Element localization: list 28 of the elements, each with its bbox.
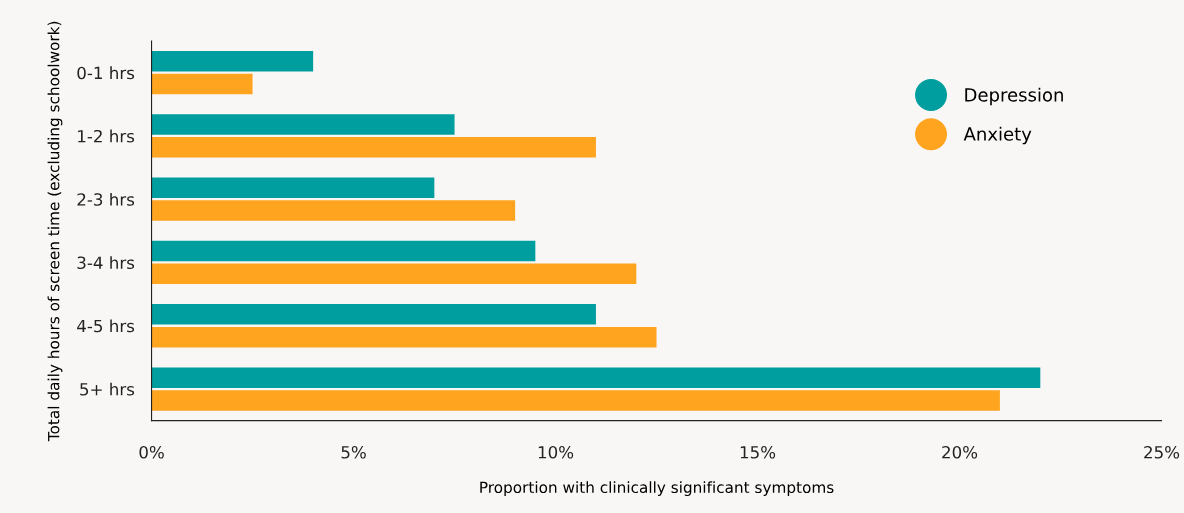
y-axis-title: Total daily hours of screen time (excluding schoolwork) — [47, 21, 63, 442]
bar — [151, 390, 1000, 411]
bar — [151, 51, 314, 72]
bar — [151, 177, 435, 199]
bar — [151, 200, 516, 221]
x-axis-title: Proportion with clinically significant symptoms — [480, 481, 834, 497]
bar — [151, 263, 637, 285]
x-tick-label: 10% — [538, 445, 574, 459]
legend-label: Depression — [965, 87, 1063, 106]
bar — [151, 326, 657, 348]
y-tick-label: 1-2 hrs — [78, 129, 135, 143]
bar — [151, 304, 596, 325]
legend-label: Anxiety — [963, 126, 1032, 145]
bar — [151, 367, 1041, 388]
y-tick-label: 3-4 hrs — [77, 256, 135, 270]
bar — [151, 137, 596, 158]
bar — [151, 73, 253, 95]
bar — [151, 240, 536, 262]
bar — [151, 114, 455, 135]
y-tick-label: 4-5 hrs — [77, 319, 135, 333]
y-tick-label: 5+ hrs — [80, 382, 135, 396]
y-tick-label: 2-3 hrs — [77, 192, 135, 206]
y-tick-label: 0-1 hrs — [77, 66, 135, 80]
x-tick-label: 15% — [740, 445, 776, 459]
x-tick-label: 20% — [942, 445, 978, 459]
x-tick-label: 5% — [341, 445, 366, 459]
x-tick-label: 0% — [139, 445, 164, 459]
x-tick-label: 25% — [1144, 445, 1180, 459]
